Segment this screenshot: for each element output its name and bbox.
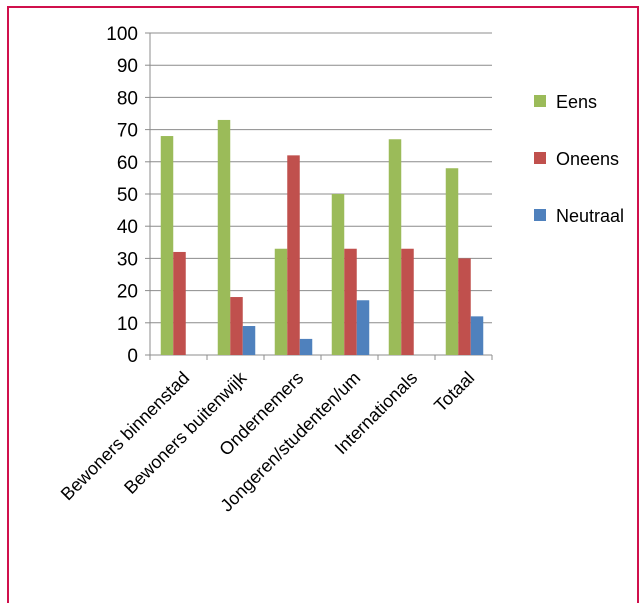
bar-oneens-1 (230, 297, 243, 355)
legend-swatch-oneens (534, 152, 546, 164)
bar-eens-4 (388, 139, 402, 355)
y-tick-label: 70 (117, 121, 138, 142)
y-tick-label: 30 (117, 249, 138, 270)
bar-oneens-3 (344, 248, 357, 355)
x-category-label: Totaal (430, 368, 478, 416)
bar-eens-2 (274, 248, 288, 355)
legend-swatch-eens (534, 95, 546, 107)
bar-eens-5 (445, 168, 459, 355)
legend-label-oneens: Oneens (556, 149, 619, 169)
bar-oneens-0 (173, 251, 186, 355)
y-tick-label: 50 (117, 185, 138, 206)
bar-neutraal-1 (242, 326, 256, 355)
legend-swatch-neutraal (534, 209, 546, 221)
bar-neutraal-3 (356, 300, 370, 355)
gridlines (150, 32, 492, 324)
y-tick-label: 10 (117, 314, 138, 335)
y-tick-label: 90 (117, 56, 138, 77)
legend: Eens Oneens Neutraal (534, 92, 624, 226)
chart-frame (7, 6, 639, 603)
bar-eens-3 (331, 194, 345, 355)
axes (149, 33, 493, 360)
bar-neutraal-5 (470, 316, 484, 355)
bars (160, 119, 484, 355)
y-axis-ticks: 0 10 20 30 40 50 60 70 80 90 100 (106, 24, 150, 367)
bar-neutraal-2 (299, 338, 313, 355)
legend-label-neutraal: Neutraal (556, 206, 624, 226)
y-tick-label: 0 (127, 346, 138, 367)
y-tick-label: 40 (117, 217, 138, 238)
bar-eens-0 (160, 136, 174, 355)
y-tick-label: 20 (117, 282, 138, 303)
bar-oneens-2 (287, 155, 300, 355)
legend-label-eens: Eens (556, 92, 597, 112)
y-tick-label: 60 (117, 153, 138, 174)
bar-oneens-5 (458, 258, 471, 355)
bar-eens-1 (217, 119, 231, 355)
bar-oneens-4 (401, 248, 414, 355)
y-tick-label: 80 (117, 88, 138, 109)
y-tick-label: 100 (106, 24, 138, 45)
